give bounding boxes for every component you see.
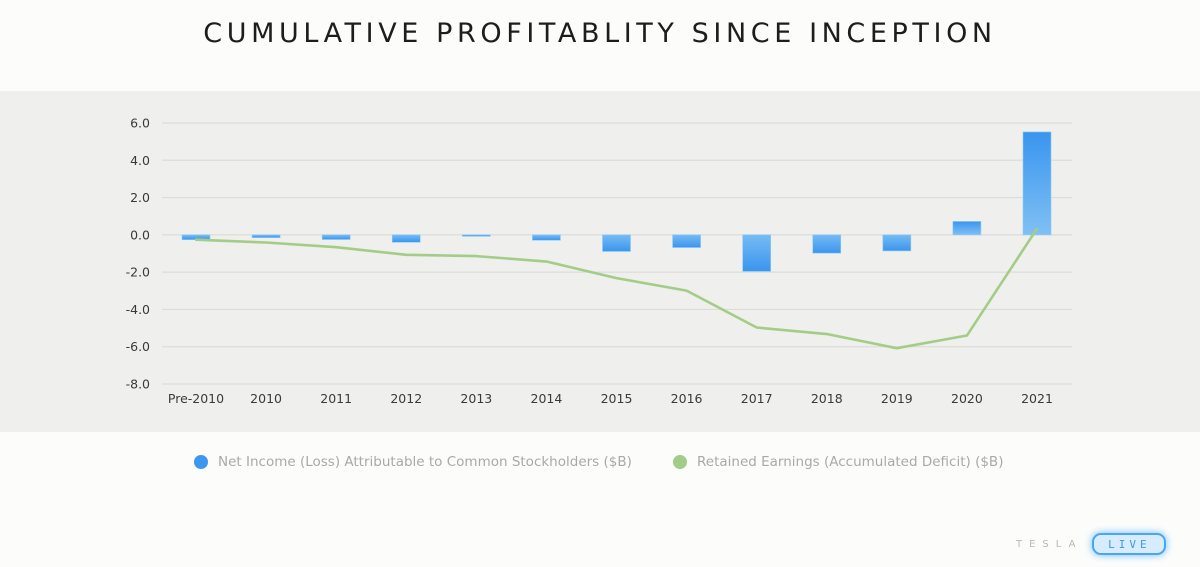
x-axis-ticks: Pre-2010 2010 2011 2012 2013 2014 2015 2016 2017… bbox=[168, 391, 1053, 406]
x-tick-label: 2012 bbox=[390, 391, 422, 406]
legend: Net Income (Loss) Attributable to Common… bbox=[0, 454, 1200, 476]
bar-series bbox=[181, 131, 1052, 272]
x-tick-label: 2021 bbox=[1021, 391, 1053, 406]
y-axis-ticks: 6.0 4.0 2.0 0.0 -2.0 -4.0 -6.0 -8.0 bbox=[126, 116, 150, 392]
x-tick-label: 2019 bbox=[881, 391, 913, 406]
bar-2014[interactable] bbox=[532, 234, 561, 241]
y-tick-label: 6.0 bbox=[130, 116, 150, 131]
x-tick-label: 2020 bbox=[951, 391, 983, 406]
legend-label-retained-earnings: Retained Earnings (Accumulated Deficit) … bbox=[697, 454, 1004, 470]
bar-2015[interactable] bbox=[602, 234, 631, 252]
x-tick-label: 2017 bbox=[741, 391, 773, 406]
gridlines bbox=[162, 122, 1072, 385]
bar-2020[interactable] bbox=[952, 221, 982, 236]
legend-marker-retained-earnings bbox=[673, 455, 687, 469]
bar-2018[interactable] bbox=[812, 234, 842, 254]
tesla-wordmark: TESLA bbox=[1016, 538, 1083, 550]
legend-label-net-income: Net Income (Loss) Attributable to Common… bbox=[218, 454, 632, 470]
y-tick-label: 4.0 bbox=[130, 153, 150, 168]
x-tick-label: 2010 bbox=[250, 391, 282, 406]
y-tick-label: 0.0 bbox=[130, 227, 150, 242]
y-tick-label: -2.0 bbox=[126, 265, 150, 280]
bar-2019[interactable] bbox=[882, 234, 912, 252]
line-series bbox=[194, 227, 1039, 350]
bar-2010[interactable] bbox=[251, 234, 281, 238]
y-tick-label: -6.0 bbox=[126, 339, 150, 354]
chart-title: CUMULATIVE PROFITABLITY SINCE INCEPTION bbox=[203, 18, 997, 49]
bar-2013[interactable] bbox=[462, 234, 491, 237]
x-tick-label: 2016 bbox=[671, 391, 703, 406]
bar-2017[interactable] bbox=[742, 234, 771, 272]
x-tick-label: 2011 bbox=[320, 391, 352, 406]
bar-2012[interactable] bbox=[391, 234, 421, 243]
chart-panel bbox=[0, 91, 1200, 432]
legend-marker-net-income bbox=[194, 455, 208, 469]
x-tick-label: Pre-2010 bbox=[168, 391, 224, 406]
legend-item-retained-earnings[interactable]: Retained Earnings (Accumulated Deficit) … bbox=[673, 454, 1003, 470]
x-tick-label: 2018 bbox=[811, 391, 843, 406]
y-tick-label: 2.0 bbox=[130, 190, 150, 205]
x-tick-label: 2013 bbox=[460, 391, 492, 406]
y-tick-label: -8.0 bbox=[126, 377, 150, 392]
bar-2021[interactable] bbox=[1022, 131, 1052, 236]
live-badge: LIVE bbox=[1092, 533, 1167, 555]
x-tick-label: 2015 bbox=[601, 391, 633, 406]
y-tick-label: -4.0 bbox=[126, 302, 150, 317]
brand-logo: TESLA LIVE bbox=[1016, 533, 1167, 555]
bar-2016[interactable] bbox=[672, 234, 701, 248]
bar-2011[interactable] bbox=[321, 234, 351, 240]
x-tick-label: 2014 bbox=[531, 391, 563, 406]
legend-item-net-income[interactable]: Net Income (Loss) Attributable to Common… bbox=[194, 454, 632, 470]
